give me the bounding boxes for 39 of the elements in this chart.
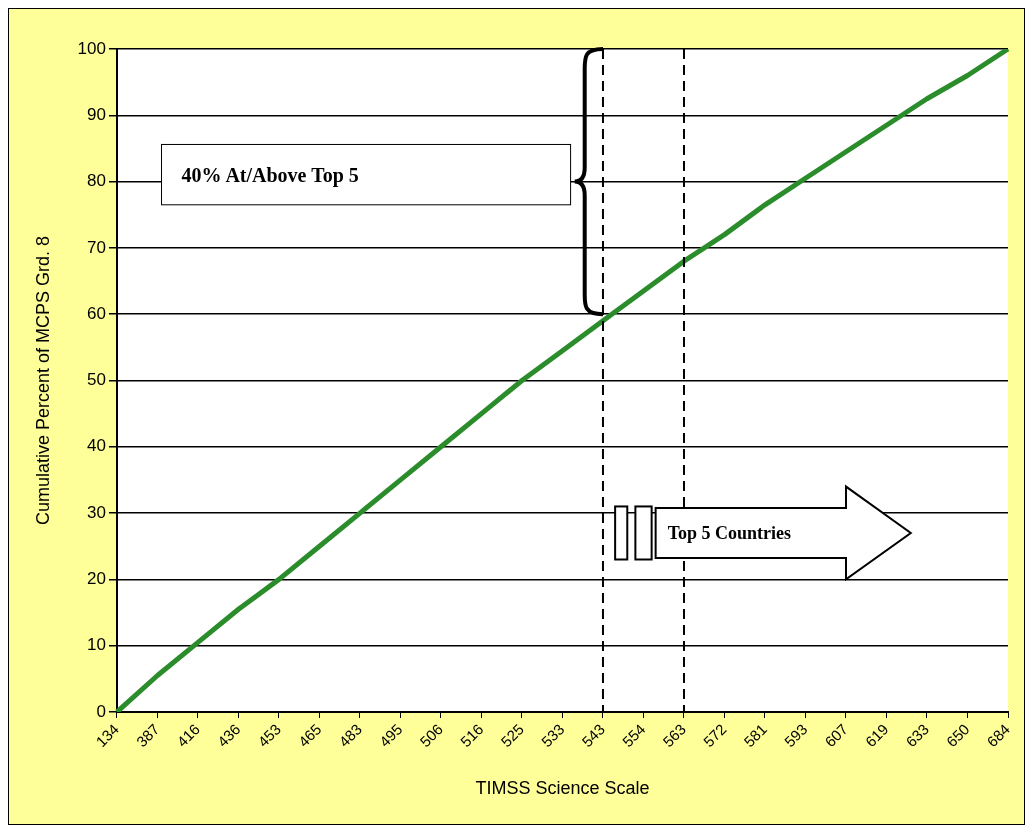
y-tick-label: 30 [87,502,106,522]
x-axis-title: TIMSS Science Scale [475,778,650,799]
y-tick-label: 50 [87,370,106,390]
x-tick-label: 554 [618,720,649,751]
x-tick-label: 387 [132,720,163,751]
x-tick-label: 607 [821,720,852,751]
y-tick-label: 0 [96,701,106,721]
y-tick-label: 40 [87,436,106,456]
y-tick-label: 10 [87,635,106,655]
x-tick-label: 633 [902,720,933,751]
x-tick-label: 619 [861,720,892,751]
x-tick-label: 134 [92,720,123,751]
x-tick-label: 684 [983,720,1014,751]
y-axis-title: Cumulative Percent of MCPS Grd. 8 [32,235,53,526]
y-tick-label: 60 [87,303,106,323]
y-tick-label: 80 [87,171,106,191]
x-tick-label: 506 [416,720,447,751]
y-tick-label: 20 [87,569,106,589]
x-tick-label: 572 [699,720,730,751]
y-tick-label: 70 [87,237,106,257]
x-tick-label: 465 [294,720,325,751]
x-tick-label: 525 [497,720,528,751]
x-tick-label: 593 [780,720,811,751]
x-tick-label: 543 [578,720,609,751]
callout-box: 40% At/Above Top 5 [161,143,572,206]
y-tick-label: 90 [87,104,106,124]
x-tick-label: 416 [173,720,204,751]
x-tick-label: 436 [213,720,244,751]
annotation: Top 5 Countries [667,522,792,543]
x-tick-label: 533 [537,720,568,751]
annotation: 40% At/Above Top 5 [181,163,359,187]
x-tick-label: 495 [375,720,406,751]
x-tick-label: 563 [659,720,690,751]
x-tick-label: 581 [740,720,771,751]
x-tick-label: 453 [254,720,285,751]
x-tick-label: 483 [335,720,366,751]
x-tick-label: 516 [456,720,487,751]
x-tick-label: 650 [942,720,973,751]
y-tick-label: 100 [77,38,106,58]
